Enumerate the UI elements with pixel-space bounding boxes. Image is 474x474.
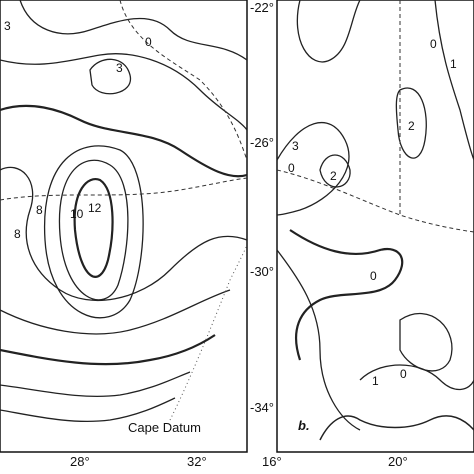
contour-label: 1 [372, 374, 379, 388]
contour-label: 0 [370, 269, 377, 283]
contour-label: 3 [292, 139, 299, 153]
contour-label: 8 [36, 203, 43, 217]
contour-label: 2 [408, 119, 415, 133]
contour-label: 3 [4, 19, 11, 33]
left-map: 3 0 3 8 10 12 8 Cape Datum [0, 0, 248, 453]
y-label: -26° [250, 135, 274, 150]
x-label: 32° [187, 454, 207, 469]
y-label: -34° [250, 400, 274, 415]
panel-label: b. [298, 418, 310, 433]
x-label: 20° [388, 454, 408, 469]
contour-label: 3 [116, 61, 123, 75]
right-map: 1 0 2 3 2 0 0 1 0 b. [276, 0, 474, 453]
contour-label: 2 [330, 169, 337, 183]
x-label: 28° [70, 454, 90, 469]
datum-label: Cape Datum [128, 420, 201, 435]
x-label: 16° [262, 454, 282, 469]
contour-label: 0 [400, 367, 407, 381]
contour-label: 12 [88, 201, 102, 215]
contour-label: 0 [288, 161, 295, 175]
contour-label: 10 [70, 207, 84, 221]
y-label: -30° [250, 264, 274, 279]
contour-label: 1 [450, 57, 457, 71]
contour-label: 0 [145, 35, 152, 49]
y-label: -22° [250, 0, 274, 15]
contour-label: 8 [14, 227, 21, 241]
contour-label: 0 [430, 37, 437, 51]
